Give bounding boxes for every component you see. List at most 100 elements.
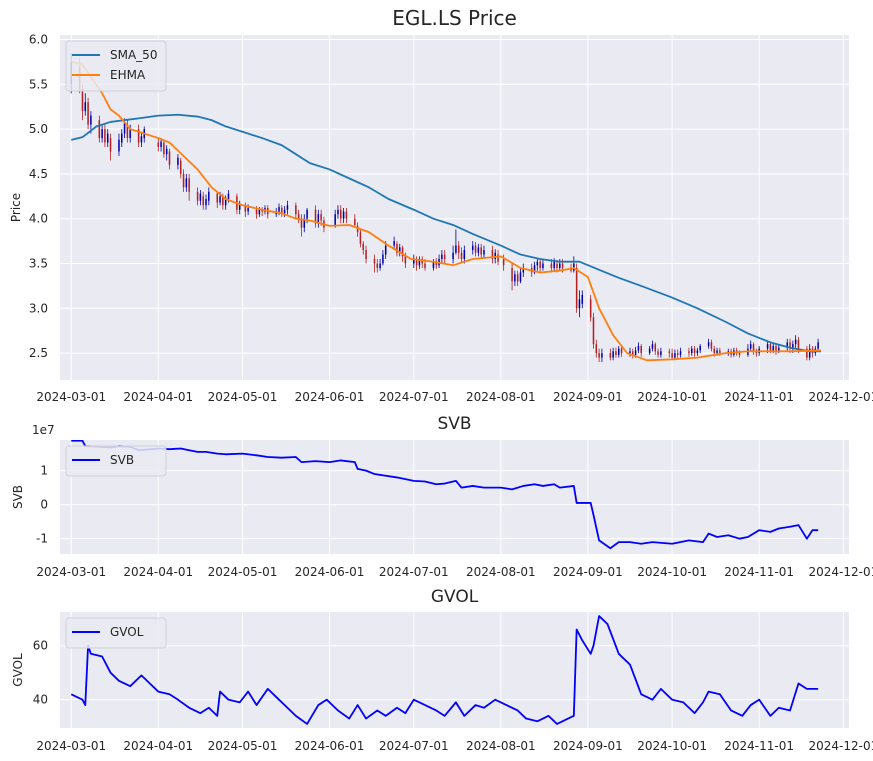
candle-body <box>474 245 477 253</box>
candlestick <box>699 344 701 354</box>
candle-body <box>514 274 516 282</box>
x-tick-label: 2024-04-01 <box>123 390 193 404</box>
candle-body <box>435 261 438 266</box>
candle-body <box>384 245 387 255</box>
candlestick <box>443 250 446 264</box>
legend-label: EHMA <box>110 68 146 82</box>
series-line-gvol <box>70 615 819 725</box>
x-tick-label: 2024-04-01 <box>123 739 193 753</box>
y-tick-label: 3.0 <box>29 301 48 315</box>
candlestick <box>632 348 634 359</box>
candlestick <box>519 267 522 284</box>
candle-body <box>118 139 120 152</box>
candle-body <box>617 348 620 355</box>
y-tick-label: 2.5 <box>29 346 48 360</box>
candlestick <box>539 259 541 273</box>
x-tick-label: 2024-10-01 <box>637 565 707 579</box>
candle-body <box>247 207 249 212</box>
candle-body <box>121 133 123 143</box>
candle-body <box>817 342 819 349</box>
x-tick-label: 2024-08-01 <box>466 739 536 753</box>
candlestick <box>179 157 182 179</box>
x-tick-label: 2024-09-01 <box>553 390 623 404</box>
candle-body <box>255 209 258 215</box>
candle-body <box>109 138 112 152</box>
candlestick <box>688 347 690 357</box>
candle-body <box>651 344 654 349</box>
candle-body <box>542 263 544 268</box>
candle-body <box>738 353 741 355</box>
plot-marks <box>70 52 821 363</box>
candlestick <box>354 214 356 228</box>
candle-body <box>303 218 306 228</box>
y-tick-label: 60 <box>33 639 48 653</box>
y-axis-label: SVB <box>11 485 25 509</box>
x-tick-label: 2024-11-01 <box>724 390 794 404</box>
candle-body <box>463 250 466 260</box>
plot-marks <box>70 615 819 725</box>
x-tick-label: 2024-11-01 <box>724 739 794 753</box>
candlestick <box>317 209 320 228</box>
candlestick <box>337 205 339 219</box>
candlestick <box>657 348 659 358</box>
candle-body <box>660 351 662 355</box>
candlestick <box>365 245 367 264</box>
candlestick <box>497 250 499 266</box>
candlestick <box>654 342 657 355</box>
x-tick-label: 2024-05-01 <box>208 739 278 753</box>
candle-body <box>676 353 679 355</box>
candlestick <box>693 345 696 357</box>
legend-box <box>65 40 167 92</box>
candlestick <box>617 345 620 358</box>
candle-body <box>160 141 162 148</box>
x-tick-label: 2024-05-01 <box>208 565 278 579</box>
candle-body <box>452 252 454 260</box>
x-tick-label: 2024-03-01 <box>36 565 106 579</box>
candle-body <box>320 214 322 221</box>
candle-body <box>556 263 558 268</box>
candle-body <box>648 348 651 354</box>
candle-body <box>219 196 221 203</box>
candle-body <box>559 263 561 268</box>
candle-body <box>797 339 800 349</box>
x-tick-label: 2024-03-01 <box>36 739 106 753</box>
candlestick <box>612 347 614 361</box>
y-tick-label: -1 <box>36 532 48 546</box>
candlestick <box>342 207 345 224</box>
x-tick-label: 2024-05-01 <box>208 390 278 404</box>
candlestick <box>640 344 642 357</box>
legend: SVB <box>65 445 167 477</box>
candle-body <box>168 151 171 165</box>
candle-body <box>716 350 718 354</box>
candle-body <box>90 115 92 125</box>
candlestick <box>303 214 306 233</box>
x-tick-label: 2024-06-01 <box>295 565 365 579</box>
candle-body <box>539 261 541 268</box>
plot-marks <box>71 440 819 550</box>
candle-body <box>373 259 376 264</box>
candlestick <box>182 169 185 192</box>
y-axis-label: Price <box>9 193 23 222</box>
candlestick <box>648 345 651 355</box>
candle-body <box>620 348 623 354</box>
chart-title: SVB <box>437 414 471 434</box>
candle-body <box>401 247 404 257</box>
panel-2: 2024-03-01 2024-04-01 2024-05-01 2024-06-01… <box>11 587 873 753</box>
series-line-ehma <box>71 61 821 362</box>
x-tick-label: 2024-04-01 <box>123 565 193 579</box>
candle-body <box>483 250 485 255</box>
candlestick <box>281 205 283 217</box>
candle-body <box>536 261 539 266</box>
candle-body <box>101 129 103 139</box>
candle-body <box>522 267 525 273</box>
candlestick <box>592 312 595 349</box>
candle-body <box>806 348 808 358</box>
candlestick <box>806 345 808 361</box>
candlestick <box>707 338 710 349</box>
candlestick <box>710 339 713 352</box>
candle-body <box>345 211 348 219</box>
candle-body <box>104 129 106 143</box>
candle-body <box>778 347 780 352</box>
candlestick <box>522 263 525 277</box>
candle-body <box>281 207 283 214</box>
